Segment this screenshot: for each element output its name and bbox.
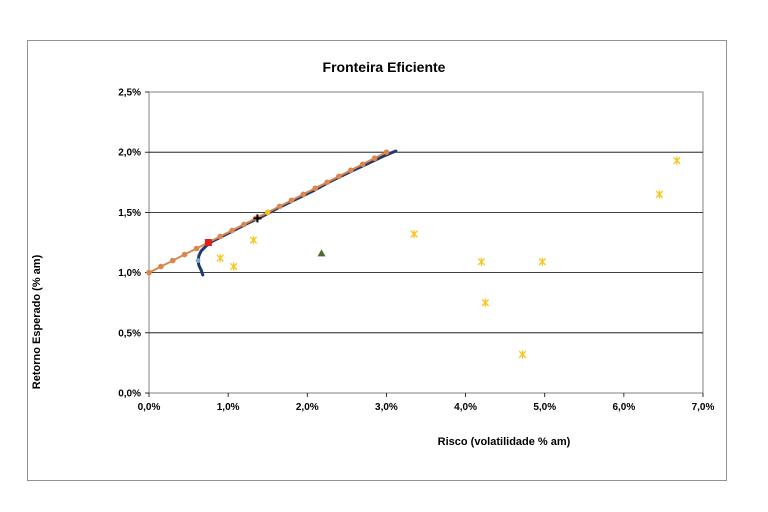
- triangle-portfolio-point: [317, 249, 326, 257]
- capital-line-point: [193, 245, 200, 252]
- y-tick-label: 0,5%: [118, 328, 141, 339]
- capital-line-point: [288, 197, 295, 204]
- y-tick-label: 1,0%: [118, 268, 141, 279]
- capital-line-point: [336, 173, 342, 180]
- tangent-portfolio-point: [265, 209, 271, 215]
- capital-line-point: [169, 257, 176, 264]
- y-tick-label: 2,0%: [118, 148, 141, 159]
- capital-line-point: [312, 185, 319, 192]
- min-variance-portfolio-point: [204, 239, 212, 246]
- efficient-frontier-chart: Fronteira Eficiente Risco (volatilidade …: [31, 59, 715, 448]
- y-tick-label: 0,0%: [118, 389, 141, 400]
- tick-labels: 0,0% 0,5% 1,0% 1,5% 2,0% 2,5% 0,0% 1,0% 2,0% 3,0%…: [118, 88, 714, 414]
- capital-line-point: [229, 227, 235, 234]
- y-tick-label: 1,5%: [118, 208, 141, 219]
- frontier-min-point: [195, 258, 201, 263]
- portfolio-cross-point: [253, 214, 262, 223]
- asset-point: [216, 254, 224, 263]
- capital-line-point: [181, 251, 188, 258]
- capital-line-point: [300, 191, 307, 198]
- capital-line-point: [383, 149, 390, 155]
- asset-point: [229, 262, 238, 271]
- x-tick-label: 0,0%: [138, 402, 161, 413]
- x-tick-label: 5,0%: [533, 402, 556, 413]
- x-axis-label: Risco (volatilidade % am): [438, 436, 571, 448]
- data-series: [146, 149, 681, 359]
- y-tick-label: 2,5%: [118, 88, 141, 99]
- x-tick-label: 2,0%: [296, 402, 319, 413]
- asset-point: [518, 350, 527, 359]
- capital-line-point: [359, 161, 366, 168]
- asset-point: [410, 229, 418, 239]
- asset-point: [538, 257, 547, 266]
- x-tick-label: 4,0%: [454, 402, 477, 413]
- capital-line-point: [324, 179, 330, 186]
- asset-point: [249, 235, 258, 245]
- capital-line-point: [371, 155, 378, 162]
- capital-line-point: [276, 203, 283, 210]
- capital-line-point: [348, 167, 354, 174]
- asset-point: [477, 257, 486, 266]
- asset-point: [655, 190, 664, 199]
- asset-point: [673, 156, 681, 165]
- capital-line-point: [217, 233, 224, 240]
- capital-line-point: [146, 269, 152, 276]
- chart-frame: Fronteira Eficiente Risco (volatilidade …: [27, 40, 727, 481]
- x-tick-label: 7,0%: [692, 402, 715, 413]
- gridlines: [145, 91, 704, 397]
- chart-title: Fronteira Eficiente: [323, 59, 446, 75]
- plot-area-border: [148, 91, 704, 394]
- asset-point: [481, 298, 490, 307]
- y-axis-label: Retorno Esperado (% am): [31, 254, 43, 389]
- capital-line-point: [158, 263, 164, 270]
- efficient-frontier-line: [196, 149, 398, 277]
- x-tick-label: 3,0%: [375, 402, 398, 413]
- x-tick-label: 1,0%: [217, 402, 240, 413]
- x-tick-label: 6,0%: [612, 402, 635, 413]
- capital-line-point: [241, 221, 247, 228]
